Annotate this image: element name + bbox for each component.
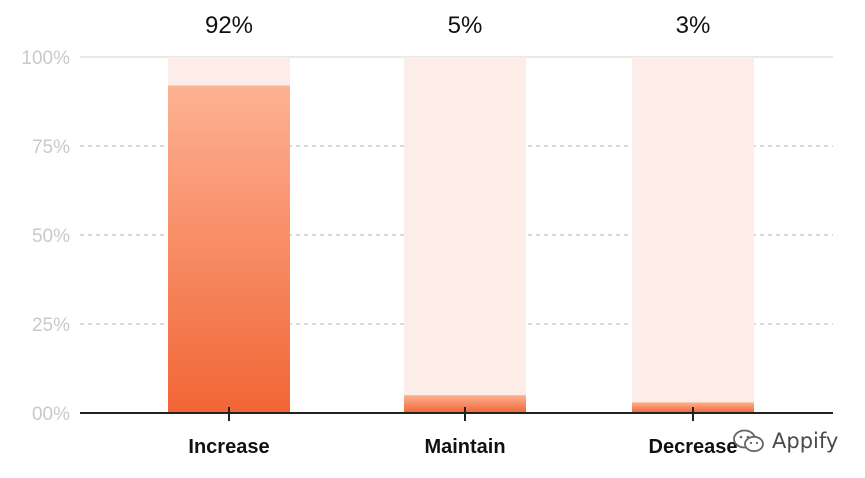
y-axis-tick-labels: 00% 25% 50% 75% 100% [21,48,70,425]
value-label-increase: 92% [205,12,253,39]
bar-track-maintain [404,57,526,413]
appify-watermark: Appify [732,428,838,454]
y-tick-label: 00% [32,404,70,425]
value-label-maintain: 5% [448,12,483,39]
category-label-increase: Increase [188,436,269,458]
category-label-decrease: Decrease [649,436,738,458]
y-tick-label: 25% [32,315,70,336]
wechat-icon [733,429,764,453]
value-labels: 92% 5% 3% [205,12,710,39]
category-label-maintain: Maintain [424,436,505,458]
y-tick-label: 100% [21,48,70,69]
x-axis-ticks [228,407,694,421]
watermark-text: Appify [772,429,839,453]
bar-increase [168,85,290,413]
value-label-decrease: 3% [676,12,711,39]
bars [168,85,754,413]
bar-track-decrease [632,57,754,413]
y-tick-label: 50% [32,226,70,247]
category-labels: Increase Maintain Decrease [188,436,737,458]
y-tick-label: 75% [32,137,70,158]
bar-maintain [404,395,526,413]
